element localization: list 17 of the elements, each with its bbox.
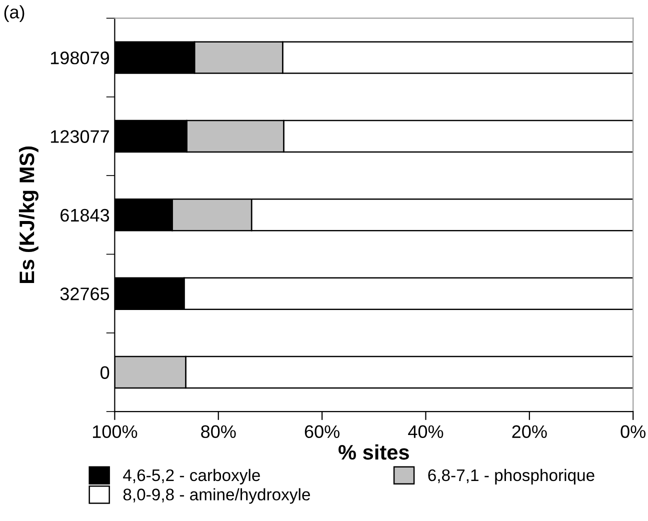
y-tick-label: 61843 — [60, 208, 110, 222]
legend-label: 4,6-5,2 - carboxyle — [123, 468, 260, 484]
legend-label: 6,8-7,1 - phosphorique — [428, 468, 594, 484]
x-tick-label: 20% — [512, 425, 547, 438]
y-axis-title: Es (KJ/kg MS) — [18, 146, 38, 283]
y-tick-label: 0 — [100, 366, 110, 379]
x-tick-label: 100% — [92, 425, 138, 438]
x-tick-label: 60% — [304, 425, 340, 438]
x-tick-label: 0% — [620, 425, 646, 438]
y-tick-label: 32765 — [60, 288, 110, 300]
legend-label: 8,0-9,8 - amine/hydroxyle — [123, 488, 310, 504]
x-tick-label: 40% — [408, 425, 444, 438]
y-tick-label: 198079 — [50, 52, 109, 64]
chart-title: (a) — [4, 5, 24, 22]
y-tick-label: 123077 — [50, 130, 109, 143]
x-axis-title: % sites — [338, 444, 409, 460]
x-tick-label: 80% — [201, 425, 236, 438]
